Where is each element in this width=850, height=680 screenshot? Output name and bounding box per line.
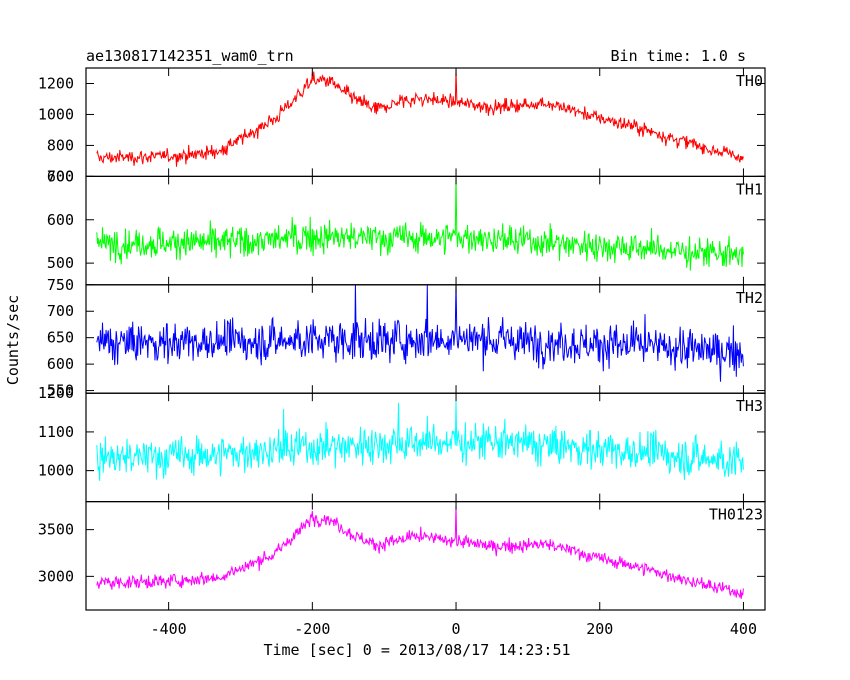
y-tick-label: 750 bbox=[47, 276, 74, 294]
y-tick-label: 1200 bbox=[38, 384, 74, 402]
x-tick-label: -200 bbox=[294, 620, 330, 638]
panel-frame bbox=[85, 501, 766, 611]
y-axis-label: Counts/sec bbox=[4, 295, 22, 385]
series-line-th1 bbox=[96, 176, 744, 271]
x-tick-label: 200 bbox=[586, 620, 613, 638]
panel-frame bbox=[85, 392, 766, 503]
x-tick-label: 400 bbox=[730, 620, 757, 638]
panel-th3: 1000 1100 1200 TH3 bbox=[38, 384, 766, 503]
observation-title: ae130817142351_wam0_trn bbox=[86, 47, 294, 65]
series-line-th3 bbox=[96, 400, 744, 481]
series-label-th1: TH1 bbox=[736, 180, 763, 198]
y-tick-label: 700 bbox=[47, 167, 74, 185]
y-tick-label: 600 bbox=[47, 355, 74, 373]
y-tick-label: 700 bbox=[47, 302, 74, 320]
series-label-th0: TH0 bbox=[736, 72, 763, 90]
x-tick-label: -400 bbox=[151, 620, 187, 638]
series-line-th0 bbox=[96, 69, 744, 167]
y-tick-label: 650 bbox=[47, 329, 74, 347]
y-tick-label: 1200 bbox=[38, 74, 74, 92]
panel-th0: 600 800 1000 1200 TH0 bbox=[38, 67, 766, 185]
y-tick-label: 550 bbox=[47, 382, 74, 400]
series-line-th0123 bbox=[96, 505, 744, 599]
bin-time-label: Bin time: 1.0 s bbox=[611, 47, 746, 65]
panel-frame bbox=[85, 67, 766, 178]
y-tick-label: 600 bbox=[47, 211, 74, 229]
x-axis-label: Time [sec] 0 = 2013/08/17 14:23:51 bbox=[263, 641, 570, 659]
y-tick-label: 1000 bbox=[38, 105, 74, 123]
panel-th0123: 3000 3500 TH0123 bbox=[38, 501, 766, 611]
y-tick-label: 1100 bbox=[38, 423, 74, 441]
series-label-th0123: TH0123 bbox=[709, 506, 763, 524]
x-tick-label: 0 bbox=[452, 620, 461, 638]
y-tick-label: 600 bbox=[47, 167, 74, 185]
series-line-th2 bbox=[96, 284, 744, 382]
y-tick-label: 3000 bbox=[38, 567, 74, 585]
y-tick-label: 500 bbox=[47, 254, 74, 272]
x-axis: -400 -200 0 200 400 bbox=[151, 620, 757, 638]
y-tick-label: 3500 bbox=[38, 521, 74, 539]
panel-th2: 550 600 650 700 750 TH2 bbox=[47, 276, 766, 400]
y-tick-label: 800 bbox=[47, 136, 74, 154]
series-label-th3: TH3 bbox=[736, 397, 763, 415]
series-label-th2: TH2 bbox=[736, 289, 763, 307]
y-tick-label: 1000 bbox=[38, 462, 74, 480]
